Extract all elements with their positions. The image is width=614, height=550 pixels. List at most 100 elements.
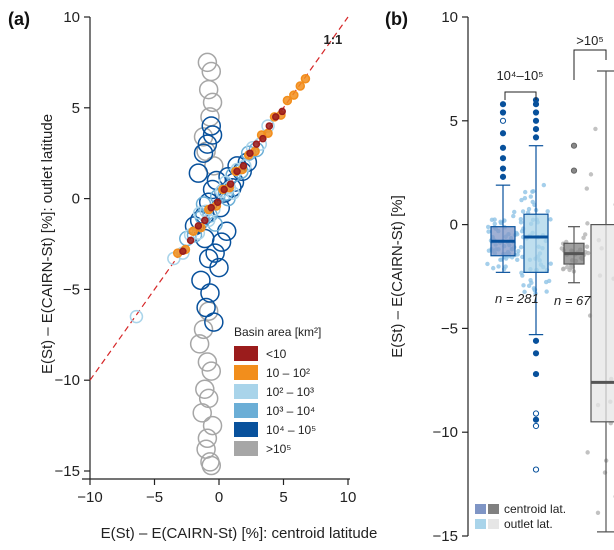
data-point <box>197 428 218 449</box>
data-point <box>188 226 198 237</box>
legend-swatch <box>475 504 486 514</box>
data-point <box>239 162 248 170</box>
jitter-point <box>498 219 503 225</box>
panel-label-b: (b) <box>385 9 408 29</box>
legend-label: 10 – 10² <box>266 366 310 380</box>
data-point <box>195 379 215 400</box>
series-0 <box>179 107 286 256</box>
outlier-point <box>532 337 540 344</box>
series-5 <box>189 52 224 476</box>
jitter-point <box>585 450 590 455</box>
legend-label: 10² – 10³ <box>266 385 314 399</box>
y-tick-label: −10 <box>433 424 458 441</box>
bracket-line <box>573 49 607 80</box>
jitter-point <box>492 221 497 227</box>
jitter-point <box>526 206 532 212</box>
x-tick-label: 5 <box>279 489 287 506</box>
legend-swatch <box>234 346 258 361</box>
box-iqr <box>523 213 549 273</box>
data-point <box>226 180 235 188</box>
bracket-line <box>504 91 537 100</box>
y-tick-label: −15 <box>55 463 80 480</box>
y-tick-label: 10 <box>441 9 458 26</box>
data-point <box>265 122 274 130</box>
jitter-point <box>593 126 598 132</box>
data-point <box>201 361 222 381</box>
data-point <box>193 319 214 340</box>
jitter-point <box>503 256 509 261</box>
data-point <box>188 163 209 183</box>
y-tick-label: 10 <box>63 9 80 26</box>
jitter-point <box>519 197 524 203</box>
legend-label: <10 <box>266 347 287 361</box>
jitter-point <box>511 213 516 219</box>
jitter-point <box>528 277 533 283</box>
data-point <box>198 79 219 100</box>
x-axis-label: E(St) – E(CAIRN-St) [%]: centroid latitu… <box>101 525 378 542</box>
jitter-point <box>565 264 570 270</box>
data-point <box>191 270 211 291</box>
data-point <box>202 92 223 113</box>
y-tick-label: 0 <box>72 191 80 208</box>
x-tick-label: 10 <box>340 489 357 506</box>
data-point <box>201 455 222 476</box>
data-point <box>216 221 237 242</box>
data-point <box>197 352 218 372</box>
jitter-point <box>489 217 495 223</box>
jitter-point <box>582 232 588 237</box>
data-point <box>198 248 219 269</box>
jitter-point <box>588 172 594 177</box>
outlier-point <box>499 130 507 137</box>
jitter-point <box>518 244 524 250</box>
jitter-point <box>522 289 527 295</box>
data-point <box>196 439 216 459</box>
legend-label: outlet lat. <box>504 517 553 531</box>
jitter-point <box>521 283 526 288</box>
jitter-point <box>518 220 524 225</box>
outlier-point <box>532 410 540 417</box>
jitter-point <box>584 244 590 249</box>
y-tick-label: −5 <box>63 281 80 298</box>
data-point <box>201 216 209 225</box>
outlier-point <box>532 350 540 357</box>
data-point <box>200 283 220 303</box>
jitter-point <box>548 261 553 266</box>
jitter-point <box>541 182 547 188</box>
legend: centroid lat.outlet lat. <box>475 502 566 531</box>
jitter-point <box>544 289 549 294</box>
y-tick-label: 5 <box>450 113 458 130</box>
jitter-point <box>595 510 601 516</box>
y-tick-label: −15 <box>433 528 458 545</box>
bracket-label: >10⁵ <box>576 33 603 48</box>
legend-swatch <box>234 365 258 380</box>
y-tick-label: 5 <box>72 100 80 117</box>
box-1 <box>518 96 553 473</box>
jitter-point <box>485 224 491 230</box>
box-3 <box>584 70 614 533</box>
legend-label: >10⁵ <box>266 442 291 456</box>
data-point <box>193 143 214 163</box>
outlier-point <box>499 109 507 116</box>
jitter-point <box>531 286 537 291</box>
jitter-point <box>548 217 553 222</box>
group-bracket: >10⁵ <box>573 33 607 80</box>
jitter-point <box>584 186 590 191</box>
data-point <box>246 149 254 157</box>
jitter-point <box>585 221 590 226</box>
data-point <box>197 52 218 73</box>
x-tick-label: −10 <box>77 489 102 506</box>
y-axis-label: E(St) – E(CAIRN-St) [%] <box>389 195 406 358</box>
outlier-point <box>570 142 578 149</box>
legend-label: 10³ – 10⁴ <box>266 404 315 418</box>
data-point <box>202 415 223 436</box>
jitter-point <box>523 189 528 195</box>
data-point <box>201 116 222 136</box>
x-tick-label: 0 <box>215 489 223 506</box>
outlier-point <box>532 117 540 124</box>
data-point <box>129 309 144 324</box>
jitter-point <box>585 250 591 256</box>
jitter-point <box>491 265 496 271</box>
jitter-point <box>515 257 520 263</box>
data-point <box>213 198 222 206</box>
